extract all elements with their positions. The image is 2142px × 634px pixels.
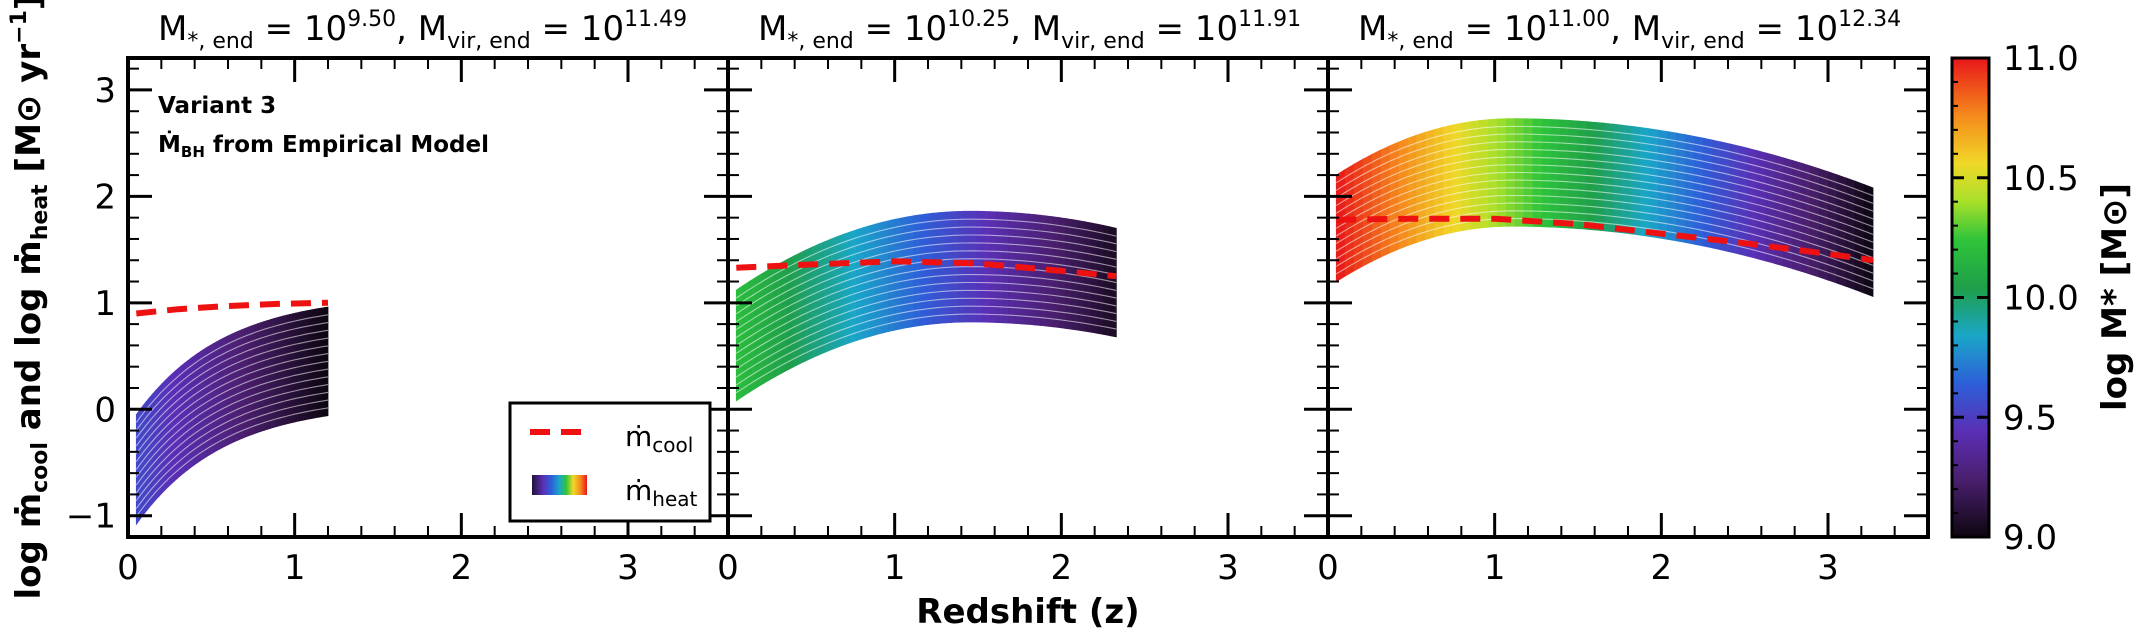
heat-line <box>1336 156 1874 228</box>
x-tick-label: 2 <box>1051 548 1073 588</box>
panel-2: 0 1 2 3 M*, end = 1010.25, Mvir, end = 1011.… <box>717 7 1330 588</box>
heat-line <box>135 376 329 486</box>
x-tick-label: 1 <box>284 548 306 588</box>
heat-line <box>135 329 329 439</box>
heat-line <box>135 353 329 462</box>
legend-box <box>508 401 712 523</box>
panel-3: 0 1 2 3 M*, end = 1011.00, Mvir, end = 1012.… <box>1317 7 1930 588</box>
annotation-line-2: ṀBH from Empirical Model <box>158 130 489 161</box>
cool-line <box>736 258 1117 280</box>
x-tick-label: 0 <box>1317 548 1339 588</box>
heat-line <box>735 218 1117 299</box>
heat-line <box>135 337 329 447</box>
x-tick-label: 1 <box>1484 548 1506 588</box>
heat-line <box>1336 187 1874 259</box>
cool-line <box>135 299 329 317</box>
heat-line <box>735 281 1117 362</box>
heat-line <box>735 305 1117 386</box>
heat-line <box>735 226 1117 307</box>
heat-line <box>735 234 1117 315</box>
colorbar: 9.0 9.5 10.0 10.5 11.0 log M* [M⊙] <box>1950 39 2135 558</box>
heat-line <box>735 250 1117 331</box>
x-tick-label: 2 <box>451 548 473 588</box>
panel-1-data <box>135 299 329 526</box>
heat-line <box>1336 171 1874 243</box>
panel-title: M*, end = 109.50, Mvir, end = 1011.49 <box>158 7 687 54</box>
legend-cool-label: ṁcool <box>625 420 693 457</box>
x-tick-label: 3 <box>1817 548 1839 588</box>
y-tick-label: 1 <box>94 284 116 324</box>
x-axis-label: Redshift (z) <box>916 592 1139 632</box>
heat-line <box>1336 125 1874 197</box>
panel-title: M*, end = 1011.00, Mvir, end = 1012.34 <box>1358 7 1901 54</box>
heat-line <box>135 384 329 494</box>
heat-line <box>735 297 1117 378</box>
y-tick-label: 2 <box>94 177 116 217</box>
x-tick-label: 0 <box>117 548 139 588</box>
colorbar-tick-label: 9.0 <box>2003 518 2057 558</box>
colorbar-label: log M* [M⊙] <box>2095 183 2135 411</box>
heat-line <box>1336 194 1874 266</box>
heat-line <box>135 322 329 431</box>
heat-line <box>135 399 329 509</box>
heat-line <box>1336 217 1874 290</box>
panel-2-data <box>735 210 1117 402</box>
x-tick-label: 2 <box>1651 548 1673 588</box>
heat-line <box>1336 164 1874 235</box>
heat-line <box>735 274 1117 354</box>
annotation-line-1: Variant 3 <box>158 93 276 119</box>
heat-line <box>735 242 1117 323</box>
legend-heat-swatch <box>532 475 587 495</box>
legend: ṁcool ṁheat <box>508 401 712 523</box>
heat-line <box>735 313 1117 394</box>
heat-line <box>1336 133 1874 204</box>
x-tick-label: 3 <box>1217 548 1239 588</box>
heat-line <box>135 368 329 478</box>
heat-line <box>135 391 329 502</box>
x-tick-label: 1 <box>884 548 906 588</box>
heat-line <box>1336 179 1874 251</box>
panel-3-data <box>1335 118 1874 298</box>
colorbar-tick-label: 9.5 <box>2003 398 2057 438</box>
panel-title: M*, end = 1010.25, Mvir, end = 1011.91 <box>758 7 1301 54</box>
heat-line <box>135 345 329 455</box>
heat-line <box>135 407 329 517</box>
x-tick-label: 3 <box>617 548 639 588</box>
x-tick-label: 0 <box>717 548 739 588</box>
legend-heat-label: ṁheat <box>625 474 698 511</box>
heat-line <box>1336 202 1874 274</box>
heat-line <box>135 360 329 470</box>
heat-line <box>735 289 1117 370</box>
heat-line <box>135 314 329 423</box>
y-axis-label: log ṁcool and log ṁheat [M⊙ yr−1] <box>7 0 53 599</box>
y-tick-label: −1 <box>66 497 116 537</box>
y-tick-label: 0 <box>94 390 116 430</box>
y-tick-label: 3 <box>94 71 116 111</box>
heat-line <box>1336 148 1874 220</box>
colorbar-tick-label: 10.0 <box>2003 279 2079 319</box>
cool-line <box>1336 215 1874 264</box>
heat-line <box>1336 141 1874 212</box>
colorbar-tick-label: 10.5 <box>2003 159 2079 199</box>
colorbar-tick-label: 11.0 <box>2003 39 2079 79</box>
